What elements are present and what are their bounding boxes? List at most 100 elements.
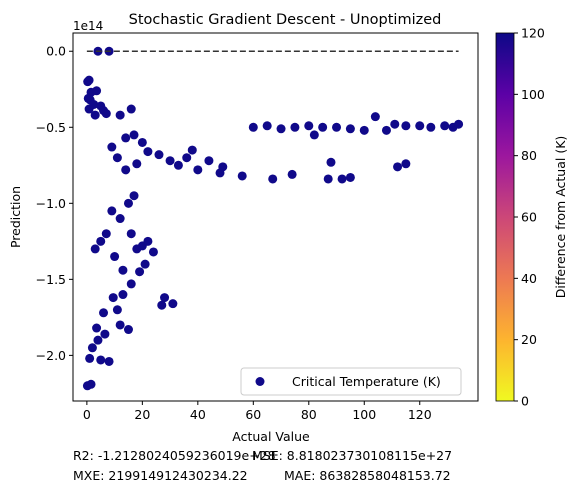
data-point [160,293,170,303]
data-point [90,244,100,254]
x-axis-label: Actual Value [232,429,310,444]
data-point [390,119,400,129]
data-point [290,122,300,132]
data-point [415,121,425,131]
data-point [359,125,369,135]
data-point [93,335,103,345]
metric-mse: MSE: 8.818023730108115e+27 [252,448,453,463]
data-point [115,214,125,224]
data-point [157,300,167,310]
data-point [126,279,136,289]
data-point [121,165,131,175]
data-point [287,169,297,179]
data-point [326,157,336,167]
legend-marker [255,377,265,386]
data-point [168,299,178,309]
data-point [115,320,125,330]
legend-label: Critical Temperature (K) [292,374,441,389]
data-point [87,343,97,353]
legend: Critical Temperature (K) [240,367,462,396]
data-point [187,145,197,155]
data-point [96,355,106,365]
data-point [426,122,436,132]
data-point [118,265,128,275]
data-point [454,119,464,129]
data-point [101,229,111,239]
data-point [132,159,142,169]
data-point [204,156,214,166]
data-point [393,162,403,172]
data-point [370,112,380,122]
data-point [332,122,342,132]
data-point [104,356,114,366]
data-point [112,305,122,315]
data-point [182,153,192,163]
data-point [381,125,391,135]
data-point [148,247,158,257]
plot-frame [72,32,479,402]
data-point [123,325,133,335]
y-tick-label: −1.5 [36,272,66,287]
data-point [92,86,102,96]
scatter-points [82,46,464,391]
y-tick-label: −2.0 [36,348,66,363]
data-point [318,122,328,132]
colorbar-tick-label: 0 [521,394,529,409]
data-point [101,109,111,119]
data-point [84,75,94,85]
data-point [309,130,319,140]
data-point [140,259,150,269]
colorbar-tick-label: 100 [521,87,545,102]
data-point [86,379,96,389]
colorbar-tick-label: 80 [521,148,537,163]
data-point [112,153,122,163]
data-point [262,121,272,131]
data-point [108,293,118,303]
colorbar-label: Difference from Actual (K) [553,136,568,299]
x-tick-label: 120 [408,407,432,422]
data-point [123,198,133,208]
metric-mae: MAE: 86382858048153.72 [284,468,451,483]
data-point [126,104,136,114]
data-point [323,174,333,184]
data-point [107,206,117,216]
colorbar-tick-label: 60 [521,210,537,225]
metric-mxe: MXE: 219914912430234.22 [73,468,248,483]
colorbar-tick-label: 20 [521,332,537,347]
data-point [90,110,100,120]
data-point [345,124,355,134]
data-point [115,110,125,120]
chart-title: Stochastic Gradient Descent - Unoptimize… [129,12,442,28]
data-point [401,159,411,169]
data-point [126,229,136,239]
data-point [107,142,117,152]
data-point [143,236,153,246]
data-point [276,124,286,134]
data-point [85,353,95,363]
data-point [118,290,128,300]
y-offset-text: 1e14 [73,19,103,33]
x-tick-label: 20 [134,407,150,422]
data-point [96,236,106,246]
data-point [337,174,347,184]
metric-r2: R2: -1.2128024059236019e+28 [73,448,276,463]
data-point [440,121,450,131]
y-axis-label: Prediction [8,186,23,248]
x-tick-label: 40 [190,407,206,422]
data-point [99,308,109,318]
data-point [173,160,183,170]
data-point [345,172,355,182]
data-point [248,122,258,132]
data-point [237,171,247,181]
x-tick-label: 100 [352,407,376,422]
data-point [165,156,175,166]
data-point [193,165,203,175]
data-point [129,130,139,140]
data-point [154,150,164,160]
data-point [215,168,225,178]
x-tick-label: 0 [83,407,91,422]
data-point [304,121,314,131]
data-point [100,329,110,339]
data-point [92,323,102,333]
